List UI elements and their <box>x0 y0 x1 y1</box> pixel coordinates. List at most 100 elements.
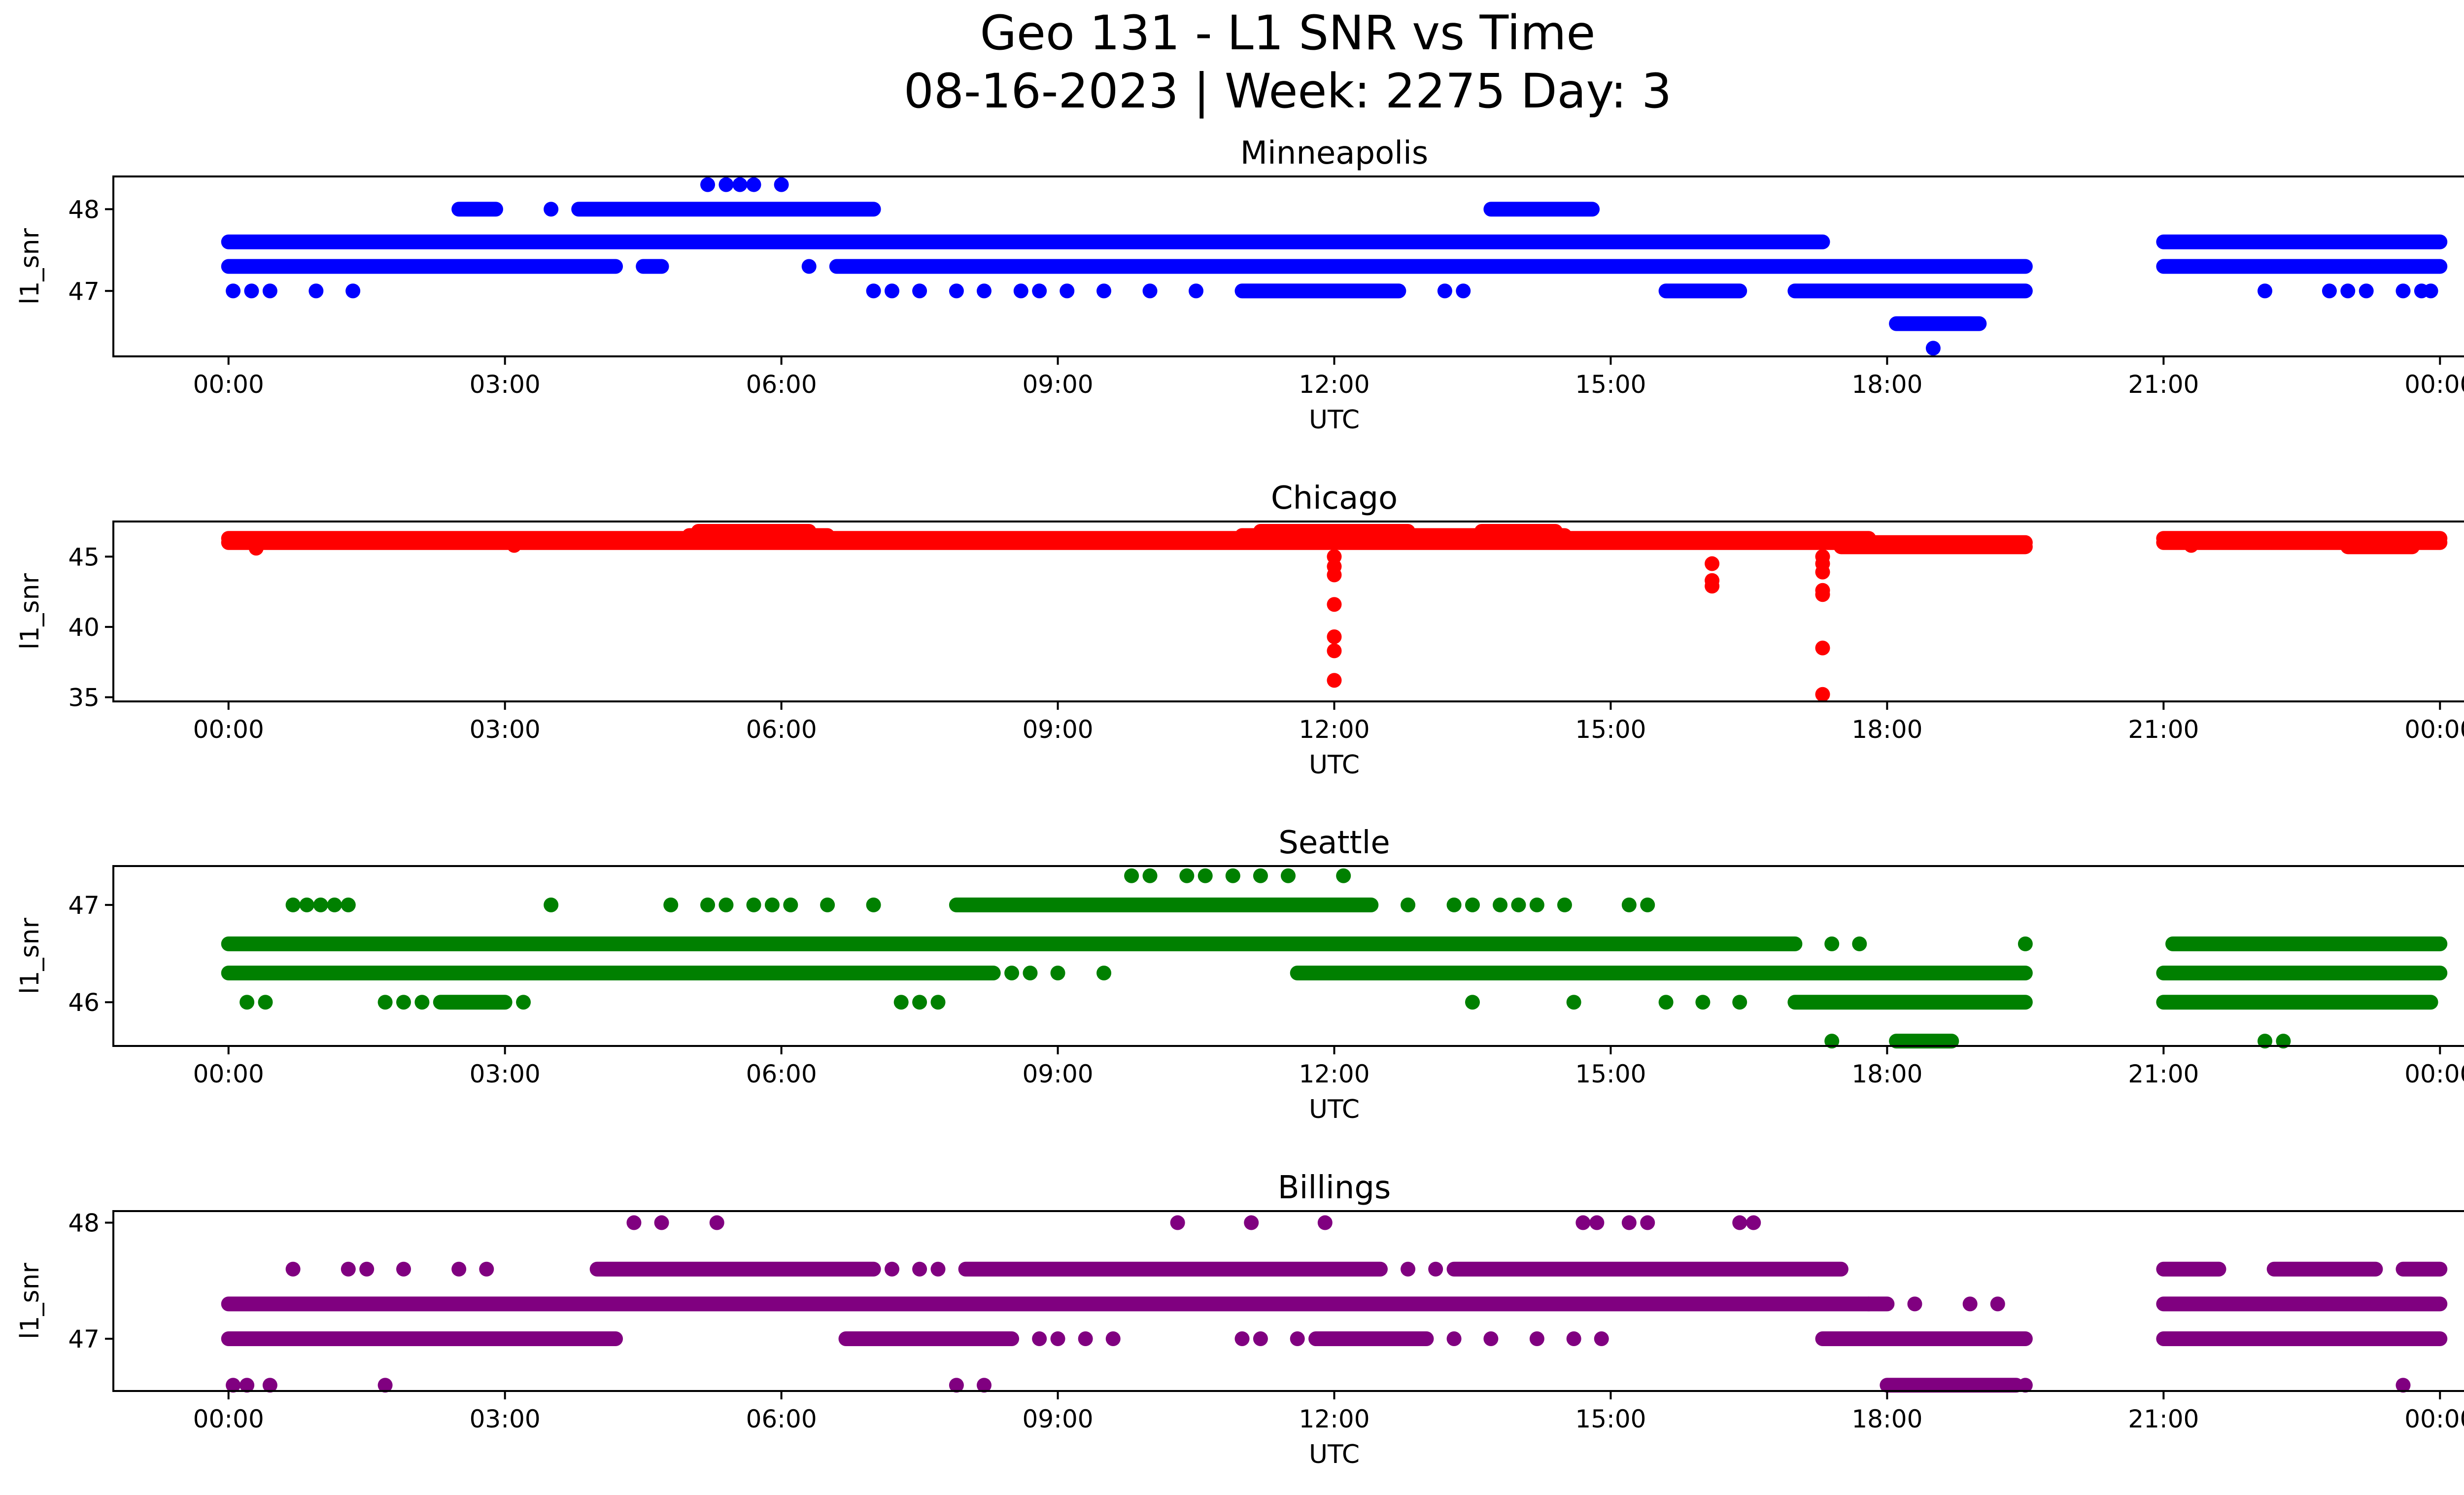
point-run <box>1446 1261 1848 1277</box>
data-point <box>1050 1331 1065 1347</box>
subplot-billings: Billings 00:00 03:00 06:00 09:00 12:00 15:00 18… <box>15 1170 2464 1469</box>
data-point <box>700 177 716 192</box>
data-point <box>663 897 679 912</box>
x-tick-label: 18:00 <box>1851 715 1922 744</box>
data-point <box>507 538 522 553</box>
subplot-title: Billings <box>1278 1170 1391 1206</box>
data-point <box>327 897 342 912</box>
x-tick-label: 00:00 <box>193 715 264 744</box>
data-point <box>1658 995 1674 1010</box>
data-point <box>1023 966 1038 981</box>
point-run <box>829 259 2033 274</box>
data-point <box>2018 1378 2033 1393</box>
data-point <box>1078 1331 1093 1347</box>
data-point <box>764 897 780 912</box>
data-point <box>1327 597 1342 612</box>
y-axis-label: l1_snr <box>15 573 45 650</box>
data-point <box>377 995 393 1010</box>
point-run <box>1234 283 1406 299</box>
x-tick-label: 06:00 <box>746 1060 817 1088</box>
data-point <box>1401 1261 1416 1277</box>
data-point <box>1529 1331 1544 1347</box>
data-point <box>893 995 909 1010</box>
point-run <box>1253 523 1416 539</box>
data-point <box>1557 897 1572 912</box>
data-point <box>262 283 277 299</box>
data-point <box>1705 556 1720 571</box>
x-axis-label: UTC <box>1309 405 1360 435</box>
point-run <box>221 234 1830 249</box>
data-point <box>1096 966 1112 981</box>
subplot-seattle: Seattle 00:00 03:00 06:00 09:00 12:00 15:00 18:… <box>15 825 2464 1124</box>
y-tick-label: 48 <box>68 1209 100 1238</box>
data-point <box>1327 567 1342 583</box>
data-point <box>1824 936 1840 951</box>
data-point <box>1566 995 1581 1010</box>
y-tick-label: 48 <box>68 195 100 224</box>
point-run <box>1658 283 1747 299</box>
point-run <box>1474 523 1563 539</box>
data-point <box>1105 1331 1121 1347</box>
figure-title-line1: Geo 131 - L1 SNR vs Time <box>980 5 1596 61</box>
data-point <box>1594 1331 1609 1347</box>
data-point <box>1824 1034 1840 1049</box>
point-run <box>221 1331 623 1347</box>
data-point <box>1004 966 1020 981</box>
data-point <box>1281 868 1296 883</box>
data-point <box>1925 341 1941 356</box>
data-point <box>1732 1215 1747 1230</box>
data-point <box>884 1261 899 1277</box>
data-point <box>1621 1215 1637 1230</box>
data-point <box>1465 897 1480 912</box>
data-point <box>2359 283 2374 299</box>
point-run <box>1889 1034 1959 1049</box>
data-point <box>626 1215 642 1230</box>
data-point <box>1465 995 1480 1010</box>
data-point <box>262 1378 277 1393</box>
y-tick-label: 47 <box>68 277 100 306</box>
point-run <box>1880 1378 2024 1393</box>
data-point <box>544 202 559 217</box>
x-tick-label: 12:00 <box>1299 715 1369 744</box>
data-point <box>912 283 927 299</box>
data-point <box>1225 868 1240 883</box>
point-run <box>433 995 513 1010</box>
data-point <box>1907 1296 1922 1312</box>
data-point <box>240 995 255 1010</box>
data-point <box>2184 538 2199 553</box>
x-tick-label: 18:00 <box>1851 1060 1922 1088</box>
x-tick-label: 00:00 <box>2404 715 2464 744</box>
data-point <box>1142 283 1158 299</box>
data-point <box>1640 1215 1655 1230</box>
figure-title-line2: 08-16-2023 | Week: 2275 Day: 3 <box>904 64 1672 119</box>
data-point <box>2276 1034 2291 1049</box>
data-point <box>949 283 964 299</box>
x-tick-label: 03:00 <box>470 370 541 399</box>
data-point <box>1483 1331 1499 1347</box>
data-point <box>1589 1215 1605 1230</box>
data-points <box>221 177 2448 356</box>
data-point <box>1244 1215 1259 1230</box>
x-tick-label: 09:00 <box>1023 370 1094 399</box>
data-point <box>341 897 356 912</box>
point-run <box>221 966 1001 981</box>
data-point <box>1746 1215 1761 1230</box>
data-point <box>226 1378 241 1393</box>
x-tick-label: 09:00 <box>1023 1405 1094 1433</box>
data-point <box>1170 1215 1185 1230</box>
point-run <box>1787 995 2033 1010</box>
point-run <box>1308 1331 1434 1347</box>
point-run <box>451 202 503 217</box>
x-tick-label: 03:00 <box>470 1405 541 1433</box>
point-run <box>1833 539 2033 555</box>
point-run <box>571 202 881 217</box>
x-tick-label: 00:00 <box>193 370 264 399</box>
y-axis-label: l1_snr <box>15 1262 45 1339</box>
x-tick-label: 15:00 <box>1575 1405 1646 1433</box>
point-run <box>221 259 623 274</box>
point-run <box>636 259 669 274</box>
data-point <box>1852 936 1867 951</box>
data-point <box>1861 1296 1876 1312</box>
data-point <box>345 283 361 299</box>
data-point <box>2258 1034 2273 1049</box>
